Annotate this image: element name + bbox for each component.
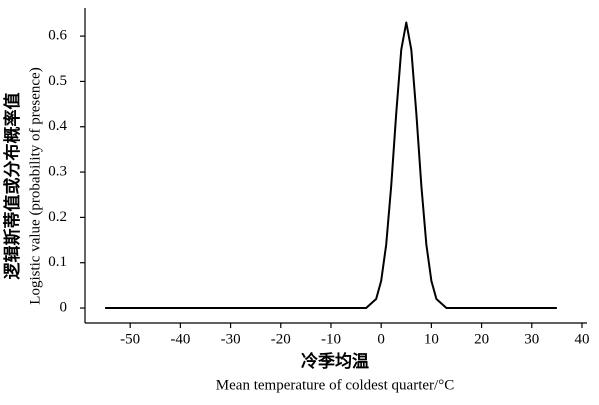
x-tick-label: 40: [574, 331, 589, 347]
x-tick-label: 20: [474, 331, 489, 347]
y-axis-label: Logistic value (probability of presence): [27, 67, 43, 304]
y-tick-label: 0.2: [48, 209, 67, 225]
y-tick-label: 0.6: [48, 28, 67, 44]
y-tick-label: 0.1: [48, 254, 67, 270]
x-tick-label: -10: [321, 331, 341, 347]
line: [105, 21, 557, 310]
x-tick-label: -40: [170, 331, 190, 347]
x-axis-label: Mean temperature of coldest quarter/°C: [216, 377, 454, 393]
x-tick-label: 10: [424, 331, 439, 347]
x-tick-label: -50: [120, 331, 140, 347]
y-tick-label: 0.3: [48, 164, 67, 180]
y-tick-label: 0.4: [48, 118, 67, 134]
x-tick-label: 0: [377, 331, 385, 347]
x-axis-label: 冷季均温: [301, 351, 369, 371]
x-tick-label: -20: [271, 331, 291, 347]
x-tick-label: 30: [524, 331, 539, 347]
y-axis-label: 逻辑斯蒂值或分布概率值: [2, 93, 22, 280]
y-tick-label: 0.5: [48, 73, 67, 89]
x-tick-label: -30: [221, 331, 241, 347]
y-tick-label: 0: [60, 299, 68, 315]
